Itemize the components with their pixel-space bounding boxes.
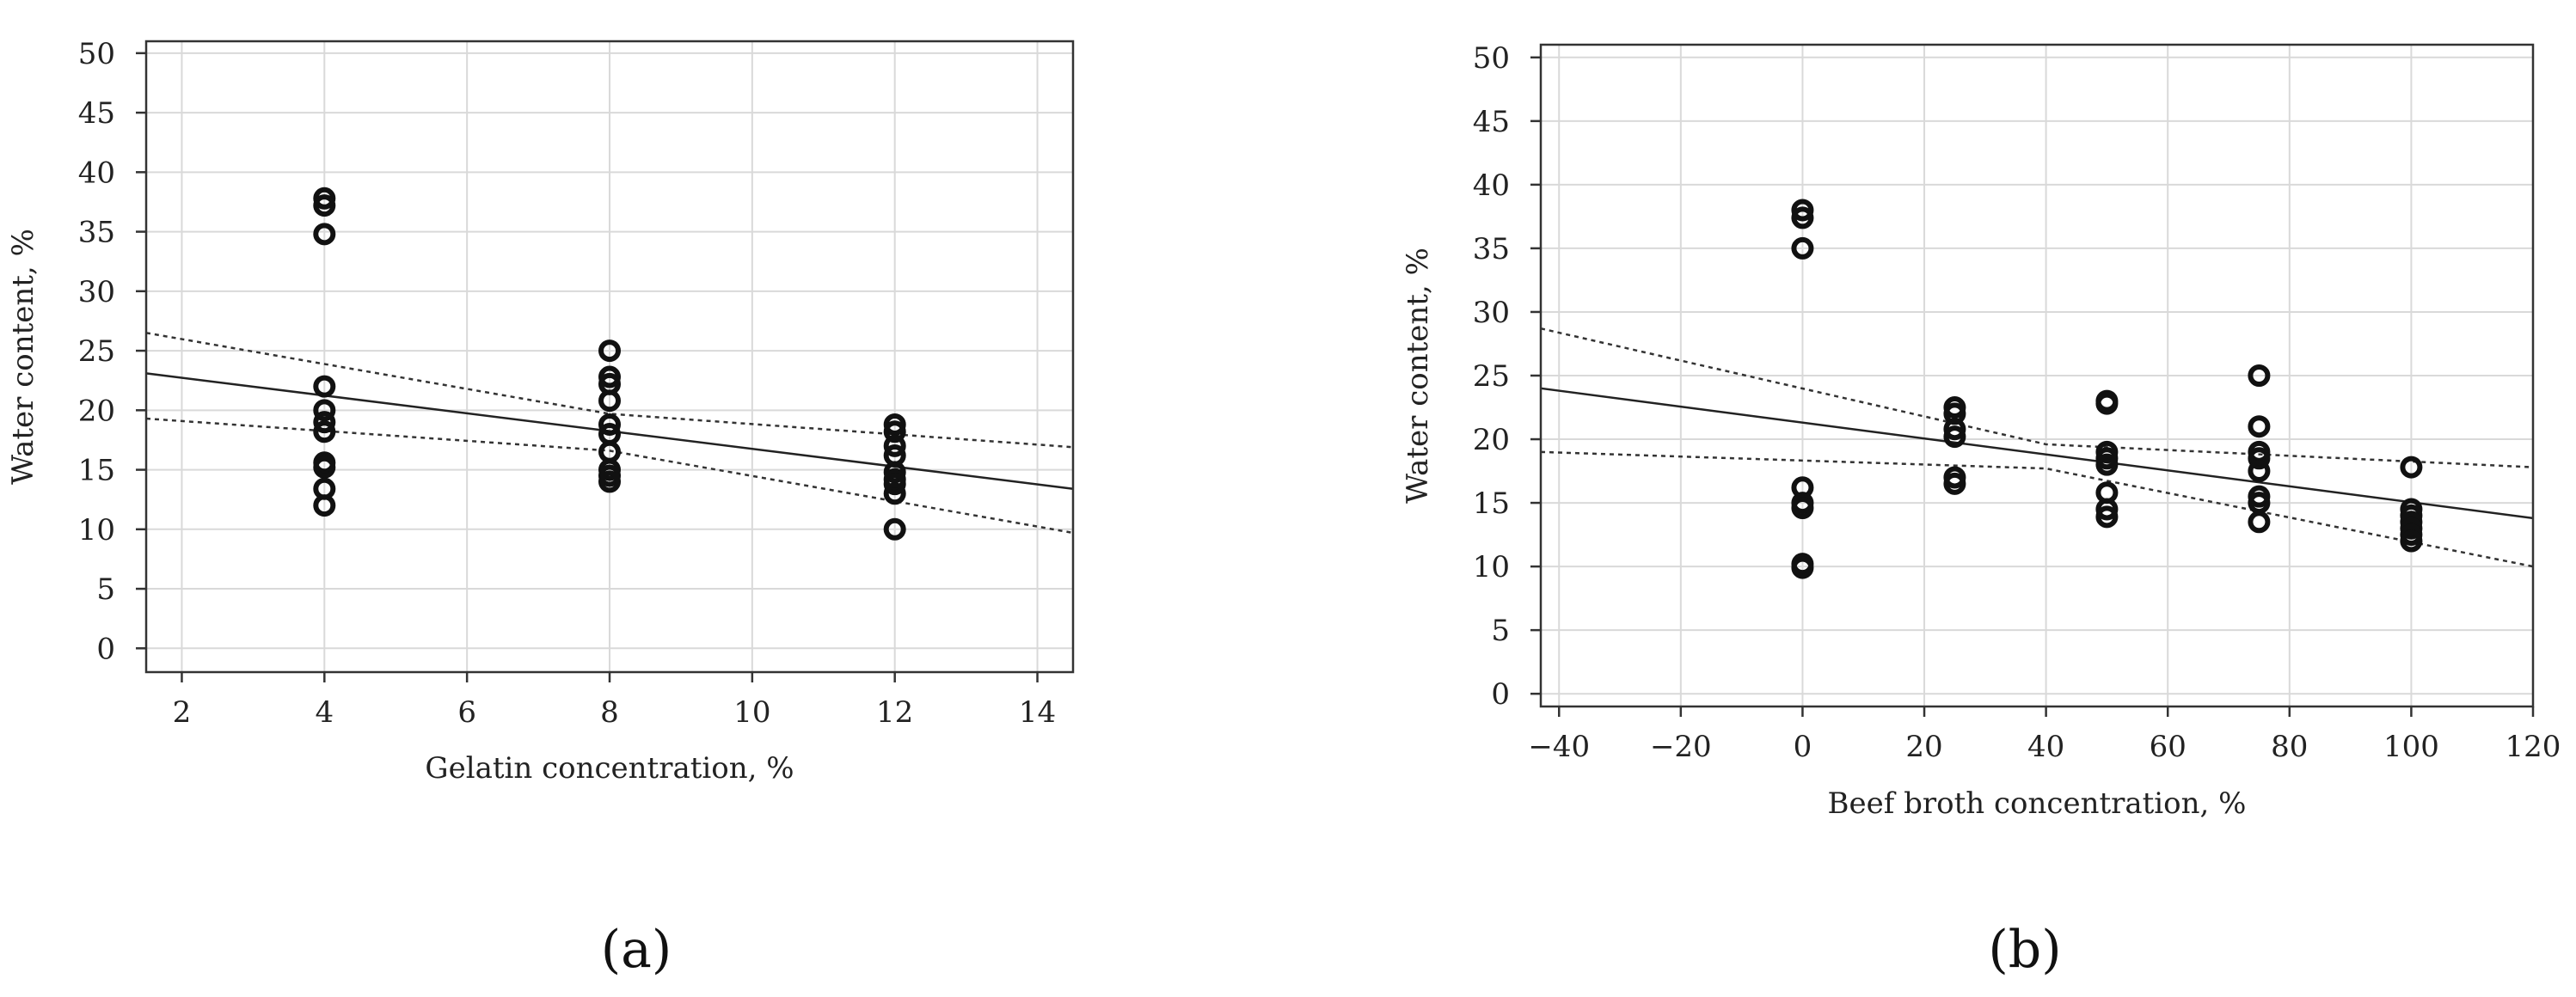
data-point	[313, 223, 336, 246]
y-tick-label: 25	[78, 334, 115, 369]
data-point	[598, 470, 621, 493]
panel-label: (b)	[1988, 920, 2061, 980]
confidence-band-upper	[1540, 327, 2534, 468]
data-point	[883, 473, 906, 496]
data-point	[1791, 206, 1814, 229]
data-point	[598, 339, 621, 363]
x-axis-title: Beef broth concentration, %	[1828, 786, 2247, 821]
confidence-band-lower	[145, 417, 1074, 535]
y-axis-title: Water content, %	[6, 229, 40, 485]
x-tick-label: −40	[1528, 730, 1590, 764]
y-tick-label: 5	[1491, 614, 1510, 648]
x-tick-label: 20	[1905, 730, 1942, 764]
data-point	[883, 420, 906, 443]
data-point	[313, 420, 336, 443]
x-tick-label: 4	[315, 695, 334, 730]
y-tick-label: 5	[96, 572, 115, 607]
data-point	[883, 461, 906, 484]
y-tick-label: 25	[1473, 359, 1510, 394]
y-tick-label: 0	[1491, 677, 1510, 712]
data-point	[313, 399, 336, 422]
data-point	[313, 411, 336, 434]
x-axis-title: Gelatin concentration, %	[425, 751, 794, 786]
y-tick-label: 30	[1473, 296, 1510, 330]
x-tick-label: 14	[1019, 695, 1056, 730]
data-point	[313, 194, 336, 217]
data-point	[883, 434, 906, 457]
y-tick-label: 35	[1473, 232, 1510, 266]
data-point	[313, 375, 336, 398]
data-point	[1791, 236, 1814, 260]
data-point	[313, 187, 336, 210]
x-tick-label: 80	[2271, 730, 2308, 764]
y-tick-label: 35	[78, 216, 115, 250]
confidence-band-lower	[1540, 450, 2534, 568]
x-tick-label: 100	[2383, 730, 2439, 764]
data-point	[313, 456, 336, 479]
data-point	[2248, 511, 2271, 534]
y-tick-label: 10	[1473, 550, 1510, 584]
x-tick-label: 2	[173, 695, 192, 730]
data-point	[313, 494, 336, 517]
y-tick-label: 10	[78, 513, 115, 547]
data-point	[2248, 364, 2271, 387]
y-tick-label: 0	[96, 632, 115, 666]
data-point	[2095, 498, 2119, 521]
data-point	[2400, 529, 2423, 553]
x-tick-label: 120	[2505, 730, 2561, 764]
data-point	[883, 517, 906, 541]
x-tick-label: 12	[876, 695, 913, 730]
data-point	[1791, 497, 1814, 519]
confidence-band-upper	[145, 332, 1074, 449]
data-point	[2248, 460, 2271, 483]
x-tick-label: 10	[733, 695, 770, 730]
data-point	[598, 389, 621, 413]
y-tick-label: 30	[78, 275, 115, 309]
data-point	[1943, 472, 1966, 495]
y-tick-label: 50	[78, 37, 115, 71]
y-tick-label: 40	[78, 156, 115, 190]
x-tick-label: 40	[2027, 730, 2064, 764]
y-tick-label: 20	[1473, 423, 1510, 457]
y-tick-label: 15	[78, 454, 115, 488]
data-point	[2095, 392, 2119, 415]
data-point	[2095, 453, 2119, 476]
y-tick-label: 50	[1473, 41, 1510, 76]
chart-panel-b: −40 −20 0 20 40 60 80 100 120 0 5 10 15 20 25 30 35 40 45 5…	[1401, 41, 2561, 980]
x-tick-label: −20	[1650, 730, 1712, 764]
x-tick-label: 6	[457, 695, 476, 730]
y-axis-title: Water content, %	[1401, 248, 1435, 504]
y-tick-label: 15	[1473, 486, 1510, 521]
panel-label: (a)	[601, 920, 672, 980]
regression-line	[1540, 387, 2534, 520]
data-point	[2095, 505, 2119, 529]
data-point	[598, 365, 621, 388]
data-point	[1943, 425, 1966, 449]
y-tick-label: 45	[78, 96, 115, 131]
y-tick-label: 20	[78, 394, 115, 428]
data-point	[883, 413, 906, 436]
data-point	[883, 482, 906, 505]
data-point	[2248, 447, 2271, 470]
data-point	[598, 413, 621, 436]
x-tick-label: 0	[1794, 730, 1812, 764]
y-tick-label: 45	[1473, 105, 1510, 139]
x-tick-label: 8	[600, 695, 619, 730]
data-point	[1791, 199, 1814, 222]
x-tick-label: 60	[2150, 730, 2187, 764]
data-point	[2248, 415, 2271, 438]
chart-panel-a: 2 4 6 8 10 12 14 0 5 10 15 20 25 30 35 40 45 50 Gelatin co…	[6, 37, 1075, 980]
data-point	[2400, 456, 2423, 479]
y-tick-label: 40	[1473, 168, 1510, 203]
data-point	[1943, 418, 1966, 441]
data-point	[1791, 556, 1814, 579]
